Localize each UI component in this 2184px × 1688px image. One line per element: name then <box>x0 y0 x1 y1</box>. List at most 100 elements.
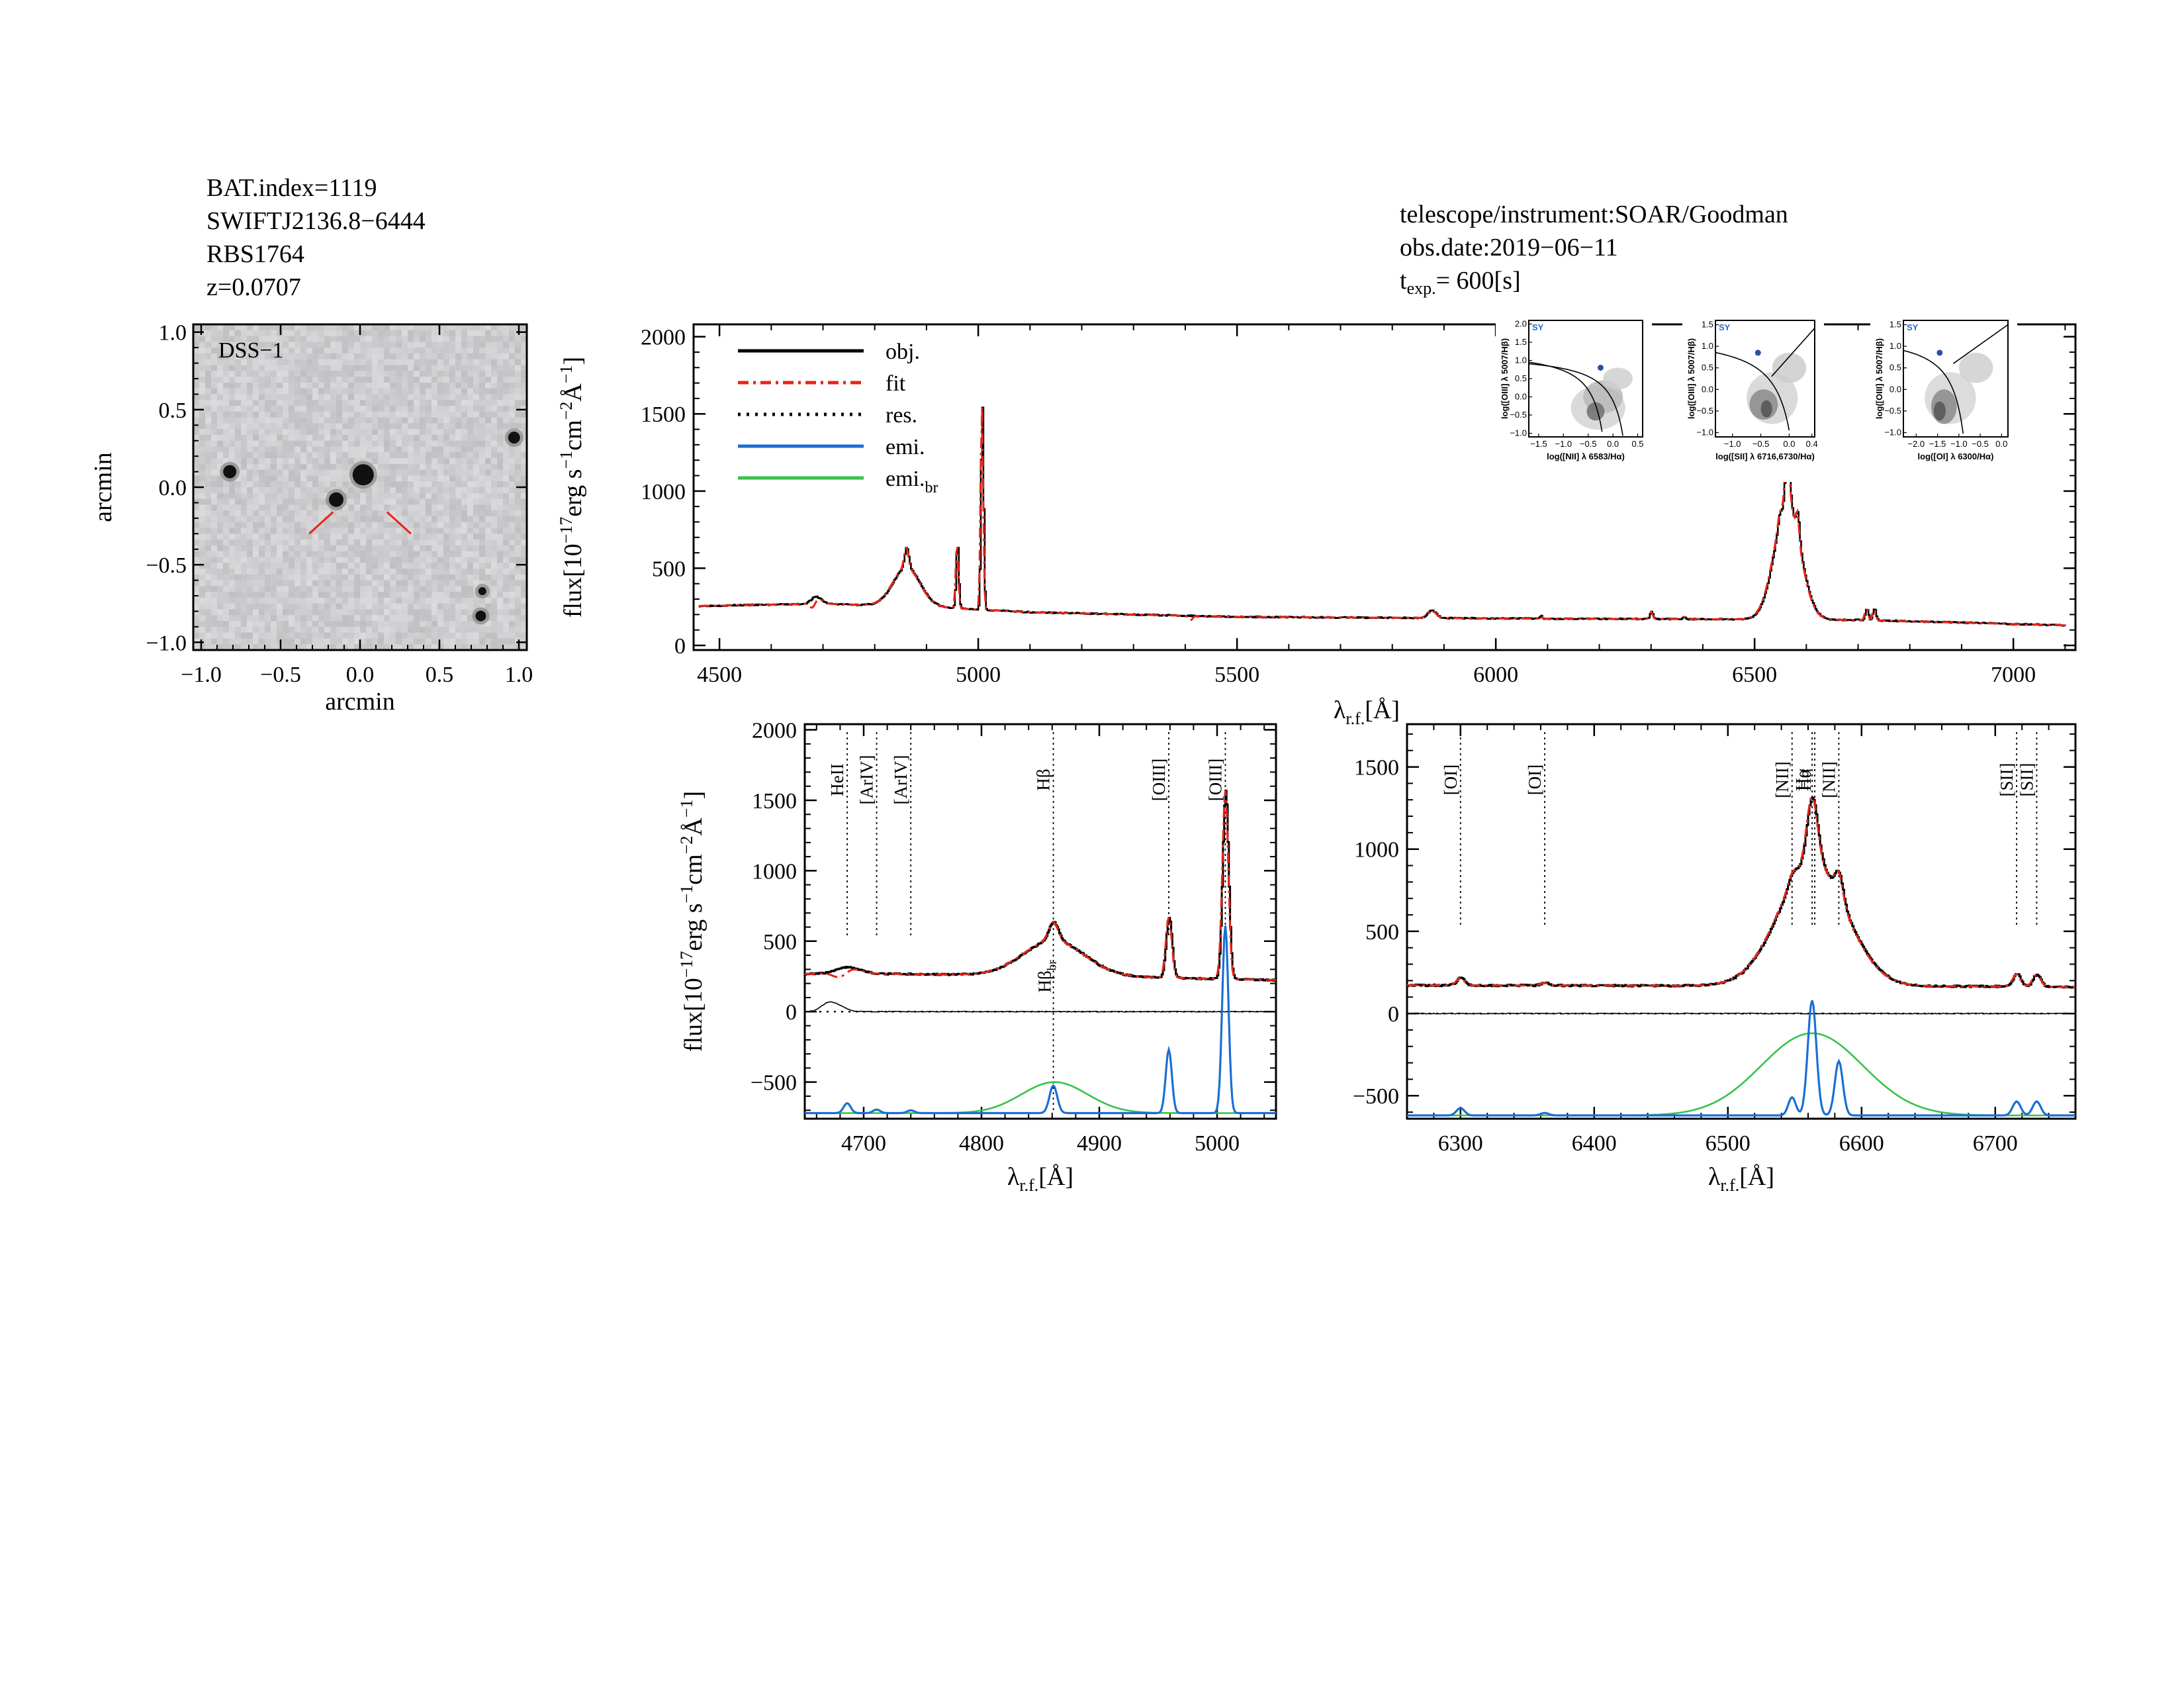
sky-pixel <box>253 586 259 592</box>
sky-pixel <box>348 539 355 546</box>
sky-pixel <box>354 348 361 354</box>
sky-pixel <box>402 417 408 424</box>
sky-pixel <box>223 586 230 592</box>
sky-pixel <box>396 330 402 337</box>
y-tick-label: 0.5 <box>159 399 187 423</box>
sky-pixel <box>199 348 206 354</box>
sky-pixel <box>259 621 265 628</box>
sky-pixel <box>455 336 462 342</box>
sky-pixel <box>473 574 480 581</box>
sky-pixel <box>408 534 414 540</box>
line-label: [OI] <box>1525 765 1545 795</box>
sky-pixel <box>491 406 498 412</box>
sky-pixel <box>420 615 426 622</box>
sky-pixel <box>217 446 224 453</box>
sky-pixel <box>348 388 355 395</box>
sky-pixel <box>324 342 331 348</box>
sky-pixel <box>521 632 527 639</box>
sky-pixel <box>420 359 426 366</box>
sky-pixel <box>449 632 456 639</box>
sky-pixel <box>432 469 438 476</box>
sky-pixel <box>491 394 498 400</box>
sky-pixel <box>437 463 444 471</box>
sky-pixel <box>205 644 212 651</box>
sky-pixel <box>437 458 444 465</box>
sky-pixel <box>306 440 313 447</box>
sky-pixel <box>455 516 462 523</box>
sky-pixel <box>515 528 522 534</box>
sky-pixel <box>384 365 390 371</box>
sky-pixel <box>455 603 462 610</box>
sky-pixel <box>312 609 319 616</box>
sky-pixel <box>497 557 504 563</box>
demarcation-curve <box>1715 352 1790 431</box>
sky-pixel <box>479 353 486 360</box>
sky-pixel <box>312 463 319 471</box>
sky-pixel <box>217 423 224 430</box>
sky-pixel <box>211 563 218 569</box>
sky-pixel <box>432 545 438 552</box>
sky-pixel <box>414 638 420 645</box>
sky-pixel <box>354 603 361 610</box>
inset-label: SY <box>1532 322 1544 332</box>
sky-pixel <box>271 434 277 442</box>
sky-pixel <box>318 534 325 540</box>
sky-pixel <box>205 446 212 453</box>
sky-pixel <box>360 504 367 511</box>
sky-pixel <box>354 492 361 500</box>
sky-pixel <box>497 528 504 534</box>
sky-pixel <box>461 615 468 622</box>
sky-pixel <box>479 330 486 337</box>
sky-pixel <box>253 621 259 628</box>
sky-pixel <box>479 545 486 552</box>
sky-pixel <box>324 504 331 511</box>
sky-pixel <box>372 644 379 651</box>
sky-pixel <box>443 348 450 354</box>
sky-pixel <box>473 469 480 476</box>
sky-pixel <box>193 324 200 331</box>
sky-pixel <box>461 429 468 436</box>
sky-pixel <box>491 557 498 563</box>
sky-pixel <box>426 359 432 366</box>
sky-pixel <box>437 475 444 482</box>
sky-pixel <box>515 348 522 354</box>
sky-pixel <box>372 557 379 563</box>
sky-pixel <box>235 377 242 383</box>
sky-pixel <box>235 487 242 494</box>
sky-pixel <box>426 498 432 505</box>
sky-pixel <box>235 557 242 563</box>
sky-pixel <box>408 574 414 581</box>
sky-pixel <box>348 574 355 581</box>
sky-pixel <box>378 481 385 488</box>
sky-pixel <box>384 615 390 622</box>
sky-pixel <box>300 609 307 616</box>
sky-pixel <box>265 528 271 534</box>
sky-pixel <box>211 423 218 430</box>
sky-pixel <box>312 603 319 610</box>
y-axis-label-part: ] <box>559 357 587 365</box>
sky-pixel <box>229 597 236 604</box>
sky-pixel <box>378 586 385 592</box>
sky-pixel <box>432 440 438 447</box>
sky-pixel <box>491 348 498 354</box>
sky-pixel <box>348 324 355 331</box>
sky-pixel <box>336 371 343 377</box>
x-tick-label: 6500 <box>1732 663 1777 687</box>
sky-pixel <box>217 609 224 616</box>
sky-pixel <box>235 551 242 557</box>
sky-pixel <box>509 563 516 569</box>
sky-pixel <box>265 336 271 342</box>
sky-pixel <box>223 609 230 616</box>
sky-pixel <box>199 557 206 563</box>
sky-pixel <box>503 632 510 639</box>
sky-pixel <box>455 597 462 604</box>
sky-pixel <box>360 492 367 500</box>
sky-pixel <box>205 510 212 517</box>
sky-pixel <box>199 569 206 575</box>
sky-pixel <box>348 632 355 639</box>
sky-pixel <box>408 504 414 511</box>
sky-pixel <box>295 545 301 552</box>
sky-pixel <box>420 644 426 651</box>
sky-pixel <box>342 644 349 651</box>
sky-pixel <box>515 522 522 529</box>
